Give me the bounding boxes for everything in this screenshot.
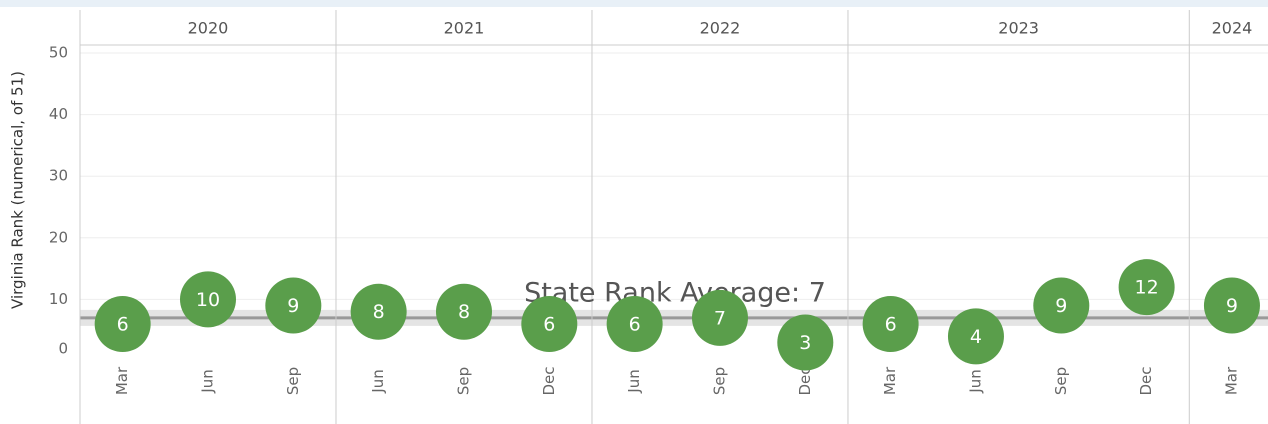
- year-label: 2023: [998, 19, 1039, 38]
- dot: [435, 283, 492, 340]
- dot: [606, 296, 663, 353]
- dot: [691, 289, 748, 346]
- x-tick-label: Mar: [881, 366, 899, 395]
- dot: [777, 314, 834, 371]
- value-label: 7: [714, 307, 726, 329]
- x-tick-label: Sep: [454, 367, 472, 395]
- x-tick-label: Jun: [198, 369, 216, 393]
- average-label: State Rank Average: 7: [524, 278, 826, 309]
- x-tick-label: Sep: [710, 367, 728, 395]
- y-tick-label: 0: [58, 340, 68, 358]
- y-tick-label: 50: [49, 44, 68, 62]
- value-label: 8: [373, 301, 385, 323]
- x-tick-label: Mar: [1222, 366, 1240, 395]
- value-label: 9: [287, 295, 299, 317]
- x-tick-label: Mar: [113, 366, 131, 395]
- value-label: 9: [1226, 295, 1238, 317]
- x-tick-label: Jun: [369, 369, 387, 393]
- value-label: 6: [885, 314, 897, 336]
- value-label: 8: [458, 301, 470, 323]
- dot: [947, 308, 1004, 365]
- value-label: 10: [196, 289, 220, 311]
- dot: [1118, 259, 1175, 316]
- year-label: 2021: [444, 19, 485, 38]
- dot: [1033, 277, 1090, 334]
- x-tick-label: Sep: [284, 367, 302, 395]
- value-label: 6: [629, 314, 641, 336]
- top-bar: [0, 0, 1268, 7]
- value-label: 6: [543, 314, 555, 336]
- y-tick-label: 10: [49, 290, 68, 308]
- value-label: 12: [1135, 277, 1159, 299]
- x-tick-label: Jun: [966, 369, 984, 393]
- value-label: 6: [117, 314, 129, 336]
- year-label: 2022: [700, 19, 741, 38]
- dot: [350, 283, 407, 340]
- x-tick-label: Dec: [796, 366, 814, 395]
- y-tick-label: 40: [49, 105, 68, 123]
- x-tick-label: Dec: [1137, 366, 1155, 395]
- y-tick-label: 30: [49, 167, 68, 185]
- dot: [521, 296, 578, 353]
- x-tick-label: Dec: [540, 366, 558, 395]
- dot: [179, 271, 236, 328]
- dot: [862, 296, 919, 353]
- dot: [1203, 277, 1260, 334]
- value-label: 3: [799, 332, 811, 354]
- dot: [265, 277, 322, 334]
- year-label: 2024: [1212, 19, 1253, 38]
- y-axis-title: Virginia Rank (numerical, of 51): [9, 71, 27, 309]
- dot: [94, 296, 151, 353]
- y-tick-label: 20: [49, 228, 68, 246]
- value-label: 4: [970, 326, 982, 348]
- x-tick-label: Sep: [1052, 367, 1070, 395]
- x-tick-label: Jun: [625, 369, 643, 393]
- value-label: 9: [1055, 295, 1067, 317]
- year-label: 2020: [188, 19, 229, 38]
